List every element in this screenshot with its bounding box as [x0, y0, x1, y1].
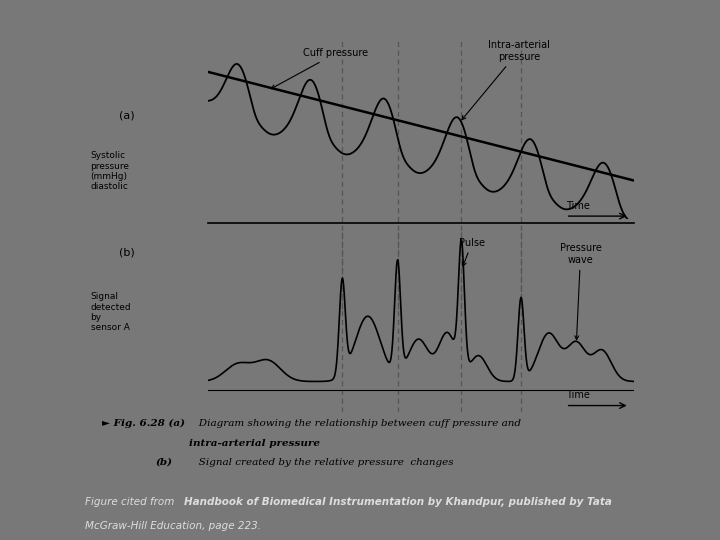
Text: ► Fig. 6.28 (a): ► Fig. 6.28 (a)	[102, 419, 185, 428]
Text: Signal
detected
by
sensor A: Signal detected by sensor A	[91, 292, 131, 332]
Text: Diagram showing the relationship between cuff pressure and: Diagram showing the relationship between…	[189, 419, 521, 428]
Text: (b): (b)	[119, 248, 135, 258]
Text: (b): (b)	[155, 458, 172, 467]
Text: Systolic
pressure
(mmHg)
diastolic: Systolic pressure (mmHg) diastolic	[91, 151, 130, 191]
Text: Pulse: Pulse	[459, 238, 485, 266]
Text: Intra-arterial
pressure: Intra-arterial pressure	[462, 40, 550, 120]
Text: Handbook of Biomedical Instrumentation by Khandpur, published by Tata: Handbook of Biomedical Instrumentation b…	[184, 497, 612, 507]
Text: Time: Time	[566, 201, 590, 211]
Text: intra-arterial pressure: intra-arterial pressure	[189, 439, 320, 448]
Text: (a): (a)	[119, 111, 134, 120]
Text: Signal created by the relative pressure  changes: Signal created by the relative pressure …	[189, 458, 453, 467]
Text: Figure cited from: Figure cited from	[85, 497, 178, 507]
Text: McGraw-Hill Education, page 223.: McGraw-Hill Education, page 223.	[85, 521, 261, 531]
Text: Cuff pressure: Cuff pressure	[271, 49, 369, 89]
Text: Time: Time	[566, 390, 590, 400]
Text: Pressure
wave: Pressure wave	[559, 243, 601, 340]
